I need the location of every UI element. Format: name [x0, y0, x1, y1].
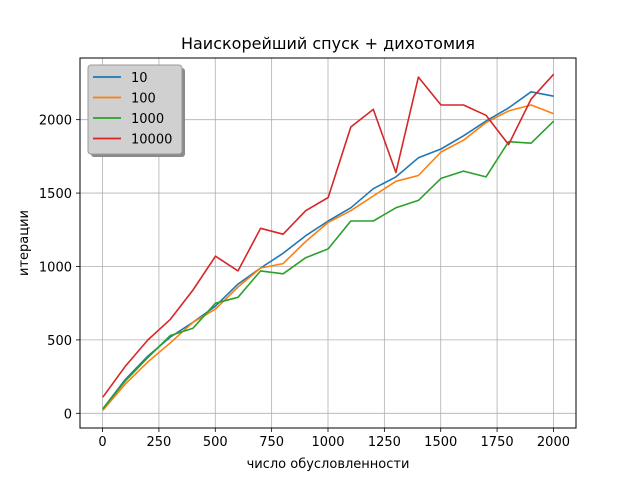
chart-title: Наискорейший спуск + дихотомия [181, 34, 475, 53]
y-tick-label: 2000 [39, 114, 72, 129]
y-tick-label: 1000 [39, 260, 72, 275]
x-tick-label: 2000 [537, 435, 570, 450]
series-layer [102, 73, 555, 411]
series-line-10 [102, 91, 554, 410]
x-tick-label: 750 [259, 435, 284, 450]
x-tick-label: 500 [203, 435, 228, 450]
x-tick-label: 0 [98, 435, 106, 450]
x-axis-title: число обусловленности [247, 457, 410, 472]
legend-label: 10 [131, 71, 148, 86]
x-tick-label: 1750 [481, 435, 514, 450]
x-tick-label: 250 [146, 435, 171, 450]
x-tick-label: 1500 [424, 435, 457, 450]
legend-box [87, 64, 183, 155]
y-tick-label: 1500 [39, 187, 72, 202]
series-line-10000 [102, 73, 555, 398]
legend-label: 100 [131, 92, 156, 107]
y-axis-ticks: 0 500 1000 1500 2000 [39, 114, 80, 422]
series-line-1000 [102, 120, 555, 410]
legend: 10 100 1000 10000 [87, 64, 185, 157]
grid [80, 58, 576, 428]
x-tick-label: 1000 [311, 435, 344, 450]
x-axis-ticks: 0 250 500 750 1000 1250 1500 1750 2000 [98, 428, 570, 450]
legend-label: 10000 [131, 133, 172, 148]
y-tick-label: 0 [64, 407, 72, 422]
series-line-100 [102, 104, 554, 411]
y-tick-label: 500 [47, 334, 72, 349]
x-tick-label: 1250 [368, 435, 401, 450]
y-axis-title: итерации [17, 210, 32, 276]
legend-label: 1000 [131, 112, 164, 127]
